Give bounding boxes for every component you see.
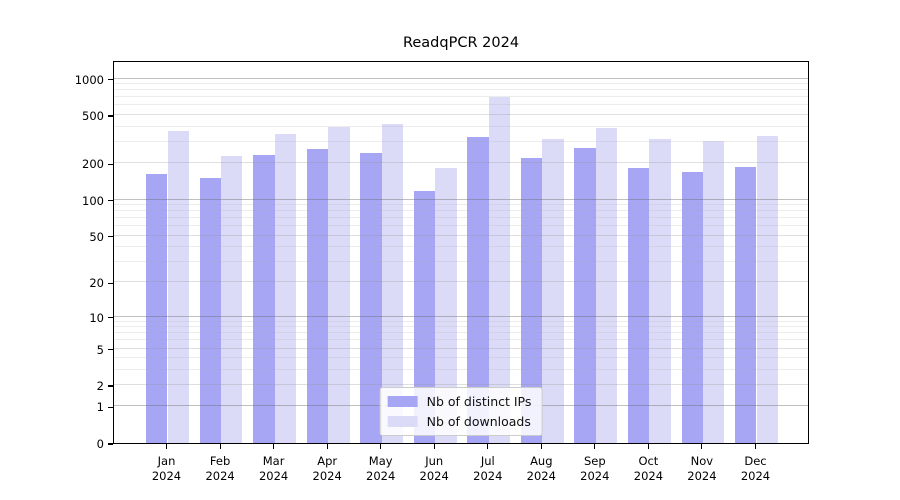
bar-downloads-jan — [167, 131, 189, 443]
bar-downloads-apr — [328, 127, 350, 443]
xtick-label-may: May 2024 — [366, 454, 396, 483]
xtick-label-jun: Jun 2024 — [419, 454, 449, 483]
xtick-mark-feb — [219, 444, 221, 449]
bar-distinct-ips-may — [360, 152, 382, 443]
ytick-mark-1000 — [108, 78, 113, 81]
bar-distinct-ips-feb — [199, 177, 222, 443]
bar-distinct-ips-nov — [681, 171, 703, 443]
bar-downloads-feb — [221, 155, 243, 443]
xtick-mark-apr — [326, 444, 328, 449]
xtick-year-mar: 2024 — [258, 469, 289, 483]
bar-distinct-ips-aug — [520, 157, 543, 443]
ytick-label-100: 100 — [82, 193, 104, 208]
legend-swatch-distinct-ips — [387, 396, 418, 407]
xtick-mark-may — [380, 444, 382, 449]
ytick-mark-100 — [108, 199, 113, 202]
ytick-mark-10 — [108, 316, 113, 319]
xtick-mark-aug — [540, 444, 542, 449]
xtick-label-oct: Oct 2024 — [633, 454, 664, 483]
legend-entry-distinct-ips: Nb of distinct IPs — [387, 394, 532, 409]
xtick-label-feb: Feb 2024 — [205, 454, 235, 483]
xtick-year-apr: 2024 — [312, 469, 342, 483]
bar-distinct-ips-jun — [413, 191, 436, 443]
legend-label-downloads: Nb of downloads — [426, 414, 531, 429]
xtick-mark-jul — [487, 444, 489, 449]
bar-distinct-ips-oct — [628, 168, 650, 443]
bar-distinct-ips-mar — [253, 154, 275, 443]
legend: Nb of distinct IPs Nb of downloads — [379, 387, 543, 436]
bar-distinct-ips-dec — [735, 167, 757, 443]
bar-downloads-may — [381, 124, 404, 443]
legend-swatch-downloads — [387, 416, 418, 427]
chart-title: ReadqPCR 2024 — [402, 35, 520, 51]
xtick-label-jul: Jul 2024 — [473, 454, 503, 483]
ytick-label-200: 200 — [82, 157, 104, 172]
xtick-mark-jan — [165, 444, 168, 449]
bar-distinct-ips-jul — [467, 136, 489, 443]
ytick-label-2: 2 — [96, 379, 104, 393]
ytick-label-5: 5 — [96, 342, 104, 357]
xtick-year-aug: 2024 — [526, 469, 556, 483]
ytick-mark-20 — [108, 282, 113, 284]
bar-downloads-sep — [595, 128, 618, 443]
xtick-year-jan: 2024 — [151, 469, 182, 483]
xtick-label-nov: Nov 2024 — [687, 454, 717, 483]
xtick-label-jan: Jan 2024 — [151, 454, 182, 483]
xtick-year-may: 2024 — [366, 469, 396, 483]
plot-area: Nb of distinct IPs Nb of downloads — [113, 61, 809, 444]
bars-layer — [114, 62, 808, 443]
xtick-label-sep: Sep 2024 — [580, 454, 610, 483]
xtick-label-aug: Aug 2024 — [526, 454, 556, 483]
bar-distinct-ips-sep — [574, 148, 596, 443]
xtick-label-dec: Dec 2024 — [740, 454, 771, 483]
ytick-mark-200 — [108, 163, 113, 165]
xtick-mark-nov — [701, 444, 703, 449]
ytick-label-10: 10 — [89, 310, 104, 325]
xtick-label-apr: Apr 2024 — [312, 454, 342, 483]
xtick-label-mar: Mar 2024 — [258, 454, 289, 483]
ytick-mark-2 — [108, 385, 113, 387]
xtick-year-feb: 2024 — [205, 469, 235, 483]
xtick-mark-sep — [594, 444, 596, 449]
xtick-year-oct: 2024 — [633, 469, 664, 483]
xtick-year-sep: 2024 — [580, 469, 610, 483]
bar-downloads-jun — [435, 168, 457, 443]
xtick-mark-jun — [433, 444, 435, 449]
bar-downloads-aug — [542, 139, 564, 443]
legend-entry-downloads: Nb of downloads — [387, 414, 532, 429]
xtick-mark-mar — [273, 444, 275, 449]
ytick-label-500: 500 — [82, 109, 104, 123]
xtick-mark-oct — [647, 444, 649, 449]
bar-distinct-ips-apr — [306, 149, 329, 443]
bar-downloads-mar — [274, 133, 296, 443]
bar-downloads-jul — [488, 97, 511, 443]
xtick-mark-dec — [754, 444, 757, 449]
xtick-year-nov: 2024 — [687, 469, 717, 483]
ytick-label-0: 0 — [96, 437, 104, 451]
xtick-year-jun: 2024 — [419, 469, 449, 483]
bar-downloads-dec — [756, 136, 778, 443]
ytick-label-20: 20 — [89, 276, 104, 291]
ytick-mark-1 — [108, 406, 113, 408]
ytick-label-1000: 1000 — [74, 72, 104, 87]
bar-downloads-oct — [649, 138, 671, 443]
bar-distinct-ips-jan — [146, 173, 168, 443]
ytick-mark-0 — [108, 443, 113, 445]
ytick-mark-5 — [108, 348, 113, 351]
ytick-label-50: 50 — [89, 229, 104, 244]
bar-downloads-nov — [702, 140, 725, 443]
ytick-mark-50 — [108, 236, 113, 238]
ytick-mark-500 — [108, 115, 113, 117]
legend-label-distinct-ips: Nb of distinct IPs — [426, 394, 532, 409]
xtick-year-dec: 2024 — [740, 469, 771, 483]
xtick-year-jul: 2024 — [473, 469, 503, 483]
ytick-label-1: 1 — [96, 400, 104, 415]
